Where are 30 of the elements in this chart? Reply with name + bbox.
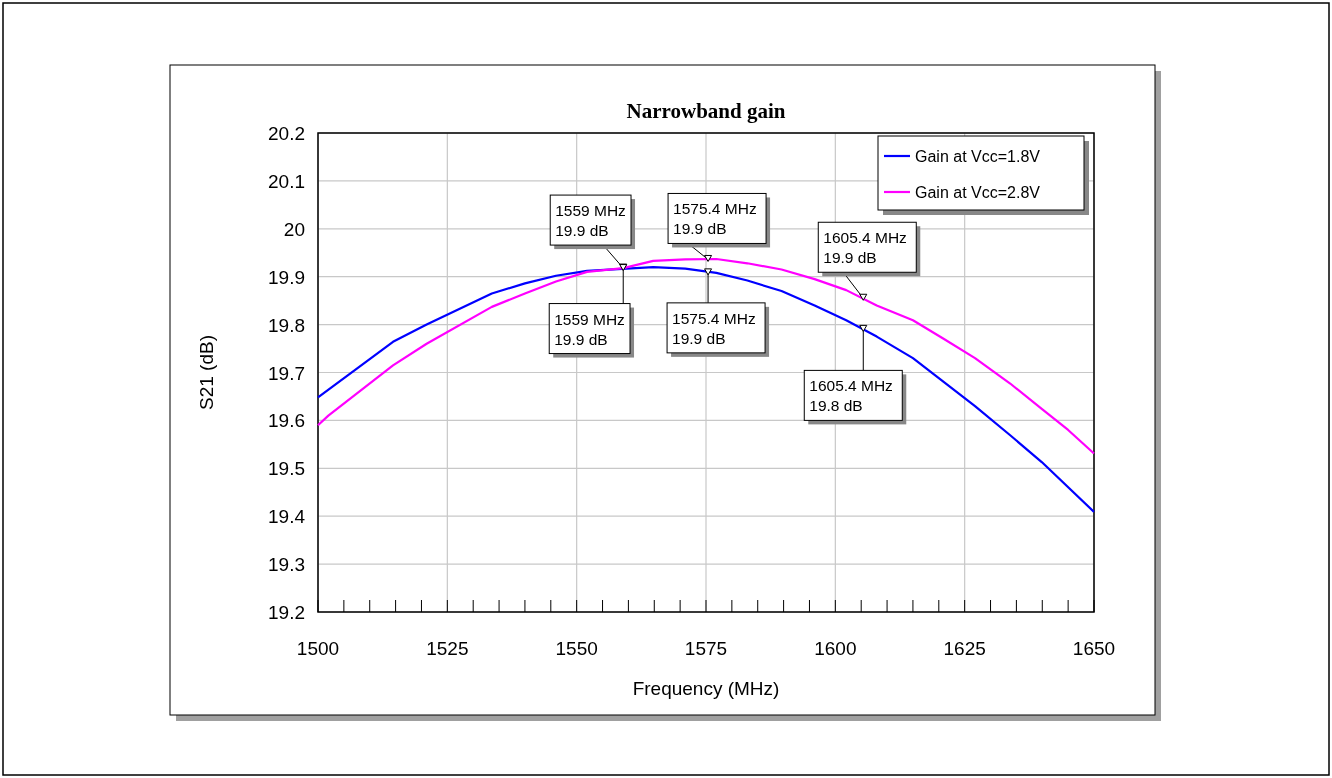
- y-tick-label: 19.6: [268, 410, 305, 432]
- y-tick-label: 19.4: [268, 506, 306, 528]
- y-tick-label: 20: [283, 218, 305, 240]
- annotation: 1605.4 MHz 19.9 dB: [823, 229, 907, 267]
- legend-label: Gain at Vcc=1.8V: [915, 148, 1041, 165]
- y-tick-label: 20.1: [268, 170, 305, 192]
- y-tick-label: 19.8: [268, 314, 305, 336]
- y-tick-label: 19.2: [268, 602, 305, 623]
- y-axis-title: S21 (dB): [196, 335, 217, 410]
- annotation: 1605.4 MHz 19.8 dB: [809, 377, 893, 415]
- x-tick-label: 1625: [943, 638, 986, 659]
- x-tick-label: 1575: [684, 638, 728, 659]
- y-tick-label: 19.3: [268, 554, 305, 576]
- annotation: 1575.4 MHz 19.9 dB: [673, 200, 757, 238]
- annotation: 1575.4 MHz 19.9 dB: [672, 309, 756, 347]
- chart-title: Narrowband gain: [626, 99, 786, 123]
- annotation: 1559 MHz 19.9 dB: [555, 202, 626, 240]
- x-tick-label: 1500: [296, 638, 340, 659]
- x-axis-title: Frequency (MHz): [632, 678, 780, 699]
- y-tick-label: 20.2: [268, 123, 305, 144]
- x-tick-label: 1600: [814, 638, 857, 659]
- y-tick-label: 19.9: [268, 266, 305, 288]
- legend-label: Gain at Vcc=2.8V: [915, 184, 1041, 201]
- y-tick-label: 19.7: [268, 362, 305, 384]
- line-series: [316, 266, 1096, 513]
- x-tick-label: 1550: [555, 638, 598, 659]
- x-tick-label: 1650: [1072, 638, 1116, 659]
- annotation: 1559 MHz 19.9 dB: [554, 310, 625, 348]
- y-tick-label: 19.5: [268, 458, 305, 480]
- x-tick-label: 1525: [426, 638, 469, 659]
